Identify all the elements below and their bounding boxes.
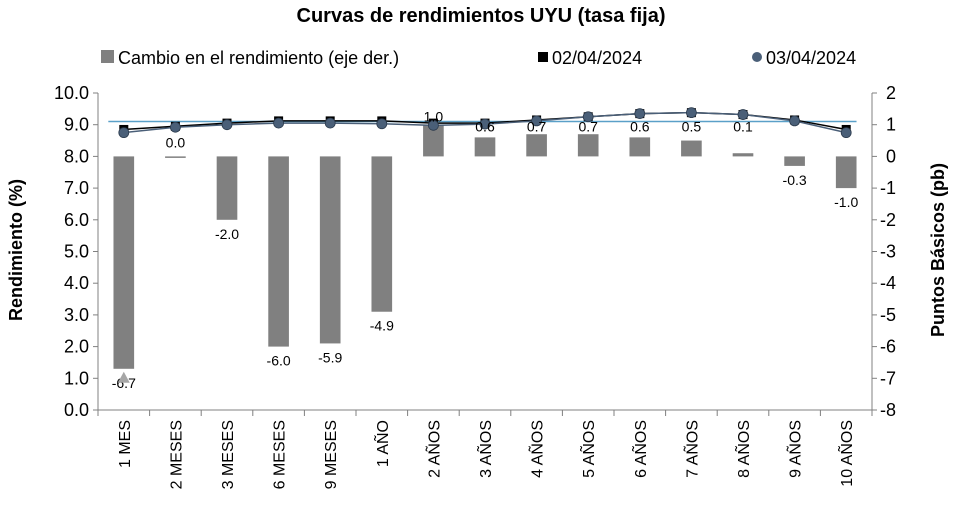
y-right-tick-label: 1: [886, 115, 896, 135]
y-right-tick-label: -4: [880, 273, 896, 293]
series-0304-point: [531, 115, 542, 127]
legend-label-0304: 03/04/2024: [766, 48, 856, 68]
x-tick-label: 10 AÑOS: [836, 420, 856, 487]
plot-area: 0.01.02.03.04.05.06.07.08.09.010.0-8-7-6…: [54, 83, 896, 489]
x-tick-label: 5 AÑOS: [578, 420, 598, 478]
y-right-tick-label: -7: [880, 368, 896, 388]
legend-swatch-0304: [752, 52, 762, 62]
y-right-tick-label: -3: [880, 242, 896, 262]
change-bar: [165, 156, 186, 158]
bar-data-label: 0.7: [527, 118, 547, 134]
series-0304-point: [789, 115, 800, 127]
x-tick-label: 1 MES: [117, 420, 134, 468]
y-left-tick-label: 6.0: [64, 210, 89, 230]
y-right-tick-label: -1: [880, 178, 896, 198]
series-0304-point: [840, 127, 852, 139]
bar-data-label: 0.0: [166, 134, 186, 150]
change-bar: [216, 156, 238, 220]
x-tick-label: 2 AÑOS: [423, 420, 443, 478]
change-bar: [577, 134, 599, 157]
legend-label-change: Cambio en el rendimiento (eje der.): [118, 48, 399, 68]
x-tick-label: 2 MESES: [168, 420, 185, 489]
change-bar: [681, 140, 702, 157]
bar-data-label: -5.9: [318, 349, 342, 365]
series-0304-point: [376, 118, 388, 130]
bar-data-label: 0.6: [630, 118, 650, 134]
y-left-tick-label: 2.0: [64, 337, 89, 357]
series-0304-point: [479, 118, 491, 130]
y-left-tick-label: 7.0: [64, 178, 89, 198]
y-left-tick-label: 0.0: [64, 400, 89, 420]
series-0304-point: [582, 111, 594, 123]
bar-data-label: 0.1: [733, 118, 753, 134]
change-bar: [784, 156, 805, 166]
y-right-tick-label: 2: [886, 83, 896, 103]
x-tick-label: 9 MESES: [323, 420, 340, 489]
series-0304-point: [686, 107, 697, 119]
y-left-tick-label: 9.0: [64, 115, 89, 135]
x-tick-label: 3 MESES: [220, 420, 237, 489]
y-left-tick-label: 4.0: [64, 273, 89, 293]
change-bar: [732, 153, 754, 157]
bar-data-label: -2.0: [215, 226, 239, 242]
change-bar: [474, 137, 496, 157]
series-0304-point: [634, 108, 646, 120]
legend: Cambio en el rendimiento (eje der.) 02/0…: [101, 48, 856, 68]
y-right-tick-label: -5: [880, 305, 896, 325]
x-tick-label: 1 AÑO: [372, 420, 392, 467]
series-0304-point: [273, 117, 285, 129]
x-tick-label: 4 AÑOS: [527, 420, 547, 478]
x-tick-label: 8 AÑOS: [733, 420, 753, 478]
y-left-tick-label: 8.0: [64, 146, 89, 166]
legend-swatch-0204: [538, 52, 548, 62]
bar-data-label: -4.9: [370, 318, 394, 334]
legend-swatch-change: [101, 50, 114, 63]
x-tick-label: 7 AÑOS: [681, 420, 701, 478]
y-right-tick-label: -6: [880, 337, 896, 357]
chart-title: Curvas de rendimientos UYU (tasa fija): [297, 5, 666, 27]
y-axis-title-left: Rendimiento (%): [6, 179, 26, 321]
change-bar: [113, 156, 135, 369]
x-tick-label: 6 MESES: [272, 420, 289, 489]
bar-data-label: -6.0: [267, 353, 291, 369]
bar-data-label: -1.0: [834, 194, 858, 210]
change-bar: [371, 156, 393, 312]
change-bar: [319, 156, 341, 344]
x-tick-label: 6 AÑOS: [630, 420, 650, 478]
y-left-tick-label: 1.0: [64, 368, 89, 388]
bar-data-label: 1.0: [424, 109, 444, 125]
change-bar: [526, 134, 547, 157]
series-0304-point: [427, 119, 439, 131]
y-right-tick-label: -2: [880, 210, 896, 230]
y-left-tick-label: 3.0: [64, 305, 89, 325]
series-0304-point: [737, 109, 749, 120]
series-0304-point: [324, 117, 336, 129]
y-left-tick-label: 10.0: [54, 83, 89, 103]
bar-data-label: -0.3: [783, 172, 807, 188]
x-tick-label: 3 AÑOS: [475, 420, 495, 478]
y-axis-title-right: Puntos Básicos (pb): [928, 163, 948, 337]
y-right-tick-label: 0: [886, 146, 896, 166]
change-bar: [423, 124, 444, 157]
change-bar: [629, 137, 651, 157]
bar-data-label: 0.5: [682, 118, 702, 134]
series-0304-point: [221, 119, 233, 131]
bar-data-label: 0.6: [475, 118, 495, 134]
legend-label-0204: 02/04/2024: [552, 48, 642, 68]
triangle-marker: [117, 371, 130, 383]
change-bar: [268, 156, 289, 347]
bar-data-label: 0.7: [578, 118, 598, 134]
change-bar: [835, 156, 857, 189]
series-0304-point: [169, 121, 181, 133]
series-0304-point: [118, 127, 130, 139]
y-left-tick-label: 5.0: [64, 242, 89, 262]
y-right-tick-label: -8: [880, 400, 896, 420]
x-tick-label: 9 AÑOS: [785, 420, 805, 478]
